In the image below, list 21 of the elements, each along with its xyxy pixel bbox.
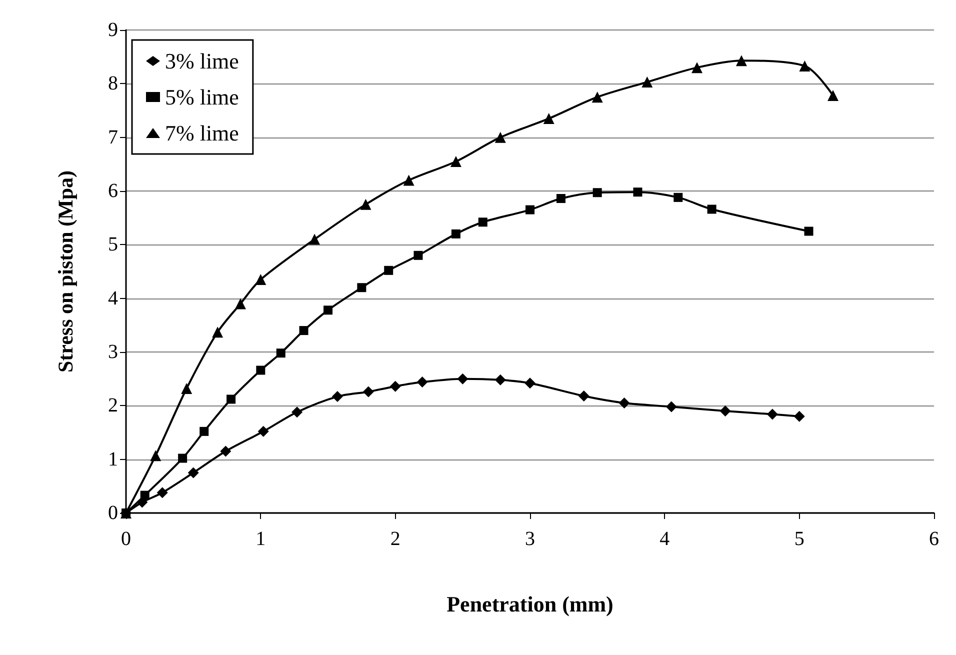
y-tick-label: 9: [108, 19, 118, 41]
legend-label: 5% lime: [165, 84, 239, 110]
y-tick-label: 1: [108, 448, 118, 470]
y-tick-label: 3: [108, 341, 118, 363]
x-tick-label: 5: [794, 528, 804, 550]
legend-label: 7% lime: [165, 120, 239, 146]
x-tick-label: 4: [660, 528, 670, 550]
y-tick-label: 5: [108, 234, 118, 256]
y-tick-label: 8: [108, 72, 118, 95]
x-tick-label: 6: [929, 528, 939, 550]
y-tick-label: 7: [108, 126, 118, 148]
y-tick-label: 2: [108, 394, 118, 417]
y-tick-label: 6: [108, 180, 118, 202]
y-tick-label: 0: [108, 502, 118, 524]
legend-label: 3% lime: [165, 48, 239, 74]
x-tick-label: 2: [390, 528, 400, 550]
y-axis-title: Stress on piston (Mpa): [54, 170, 78, 373]
x-axis-title: Penetration (mm): [446, 592, 614, 616]
x-tick-label: 3: [525, 528, 535, 550]
y-tick-label: 4: [108, 287, 118, 310]
x-tick-label: 1: [256, 528, 266, 550]
